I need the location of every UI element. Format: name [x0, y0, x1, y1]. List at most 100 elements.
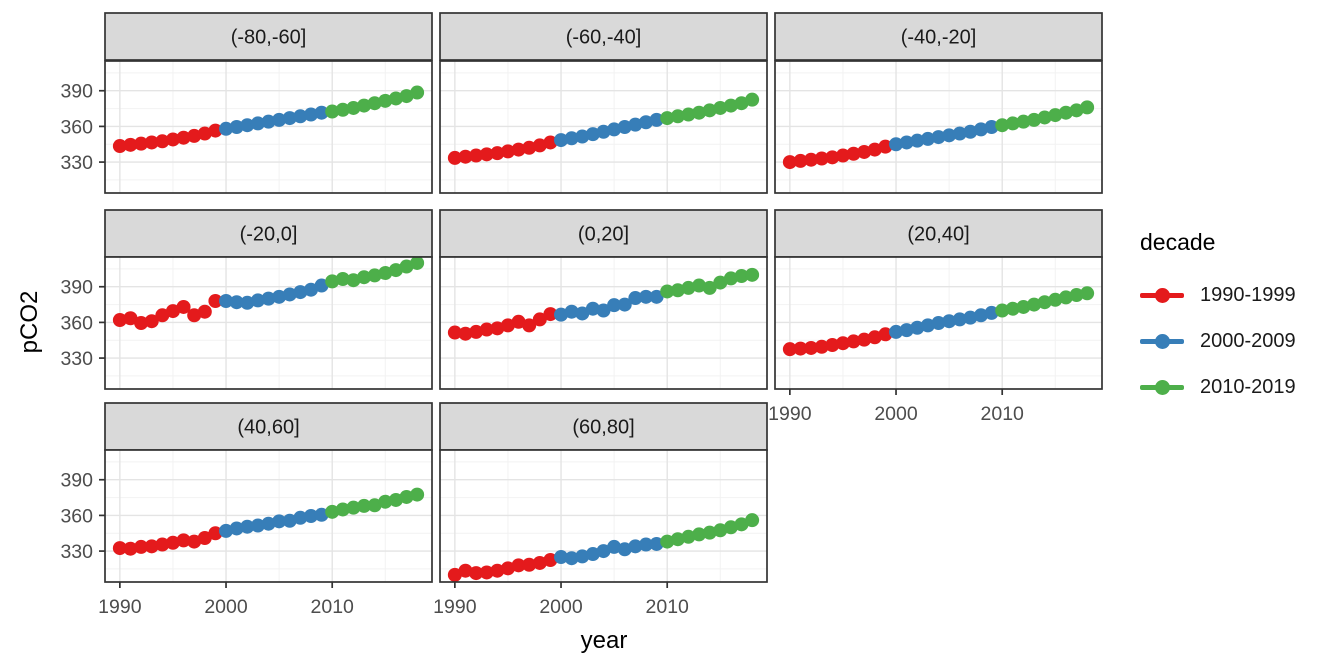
data-point: [367, 96, 382, 111]
data-point: [410, 85, 425, 100]
data-point: [564, 131, 579, 146]
legend-dot-icon: [1154, 379, 1170, 395]
x-tick-label: 1990: [433, 596, 477, 618]
data-point: [745, 267, 760, 282]
data-point: [447, 567, 462, 582]
data-point: [910, 320, 925, 335]
data-point: [984, 120, 999, 134]
x-tick-label: 1990: [768, 403, 812, 425]
facet-panel-border: [774, 60, 1103, 194]
y-tick-label: 330: [60, 541, 93, 563]
data-point: [123, 311, 138, 326]
data-point: [303, 107, 318, 122]
data-point: [293, 109, 308, 124]
data-point: [575, 549, 590, 564]
data-point: [782, 342, 797, 357]
data-point: [447, 325, 462, 340]
facet-strip: [104, 12, 433, 61]
data-point: [282, 287, 297, 302]
data-point: [112, 313, 127, 328]
data-point: [617, 542, 632, 557]
data-point: [335, 502, 350, 517]
y-tick-label: 330: [60, 348, 93, 370]
data-point: [931, 316, 946, 330]
data-point: [942, 314, 957, 329]
data-point: [123, 541, 138, 556]
data-point: [628, 539, 643, 554]
data-point: [335, 102, 350, 117]
y-tick-label: 390: [60, 277, 93, 299]
data-point: [670, 109, 685, 124]
data-point: [458, 326, 473, 341]
facet-panel-border: [439, 60, 768, 194]
data-point: [176, 130, 191, 145]
facet-panel-border: [439, 449, 768, 583]
data-point: [984, 305, 999, 320]
data-point: [713, 275, 728, 290]
data-point: [995, 303, 1010, 318]
data-point: [995, 118, 1010, 133]
data-point: [250, 293, 265, 308]
data-point: [617, 120, 632, 134]
legend-key-1990s: [1140, 284, 1184, 306]
facet-strip: [104, 402, 433, 451]
data-point: [155, 308, 170, 323]
data-point: [144, 314, 159, 329]
data-point: [250, 116, 265, 131]
data-point: [500, 561, 515, 576]
data-point: [522, 140, 537, 155]
data-point: [804, 152, 819, 167]
data-point: [920, 318, 935, 333]
data-point: [144, 135, 159, 150]
legend-dot-icon: [1154, 287, 1170, 303]
data-point: [134, 539, 149, 554]
data-point: [176, 533, 191, 548]
data-point: [660, 111, 675, 126]
legend-title: decade: [1140, 229, 1216, 255]
data-point: [490, 321, 505, 336]
data-point: [554, 133, 569, 148]
data-point: [134, 316, 149, 330]
y-tick-label: 360: [60, 505, 93, 527]
data-point: [825, 150, 840, 165]
x-axis-title: year: [580, 627, 628, 654]
legend-key-2000s: [1140, 330, 1184, 352]
data-point: [240, 295, 255, 310]
legend-entry-label: 2010-2019: [1200, 375, 1296, 398]
data-point: [511, 558, 526, 573]
y-axis-title: pCO2: [16, 290, 43, 354]
x-tick-label: 2010: [646, 596, 690, 618]
data-point: [867, 142, 882, 157]
data-point: [638, 537, 653, 552]
x-tick-label: 2000: [204, 596, 248, 618]
data-point: [490, 563, 505, 578]
data-point: [261, 516, 276, 531]
data-point: [144, 539, 159, 554]
facet-strip-label: (0,20]: [578, 224, 629, 246]
x-tick-label: 2010: [311, 596, 355, 618]
data-point: [272, 112, 287, 127]
data-point: [554, 307, 569, 322]
data-point: [681, 280, 696, 295]
data-point: [585, 127, 600, 142]
data-point: [500, 318, 515, 333]
data-point: [219, 294, 234, 308]
data-point: [155, 134, 170, 149]
data-point: [469, 324, 484, 339]
data-point: [814, 339, 829, 354]
data-point: [585, 301, 600, 316]
data-point: [272, 289, 287, 304]
data-point: [575, 129, 590, 144]
data-point: [596, 303, 611, 318]
data-point: [187, 128, 202, 143]
data-point: [952, 126, 967, 141]
facet-strip-label: (60,80]: [572, 417, 634, 439]
data-point: [208, 294, 223, 308]
data-point: [899, 135, 914, 150]
data-point: [261, 114, 276, 129]
data-point: [490, 146, 505, 161]
y-tick-label: 330: [60, 152, 93, 174]
data-point: [734, 517, 749, 532]
